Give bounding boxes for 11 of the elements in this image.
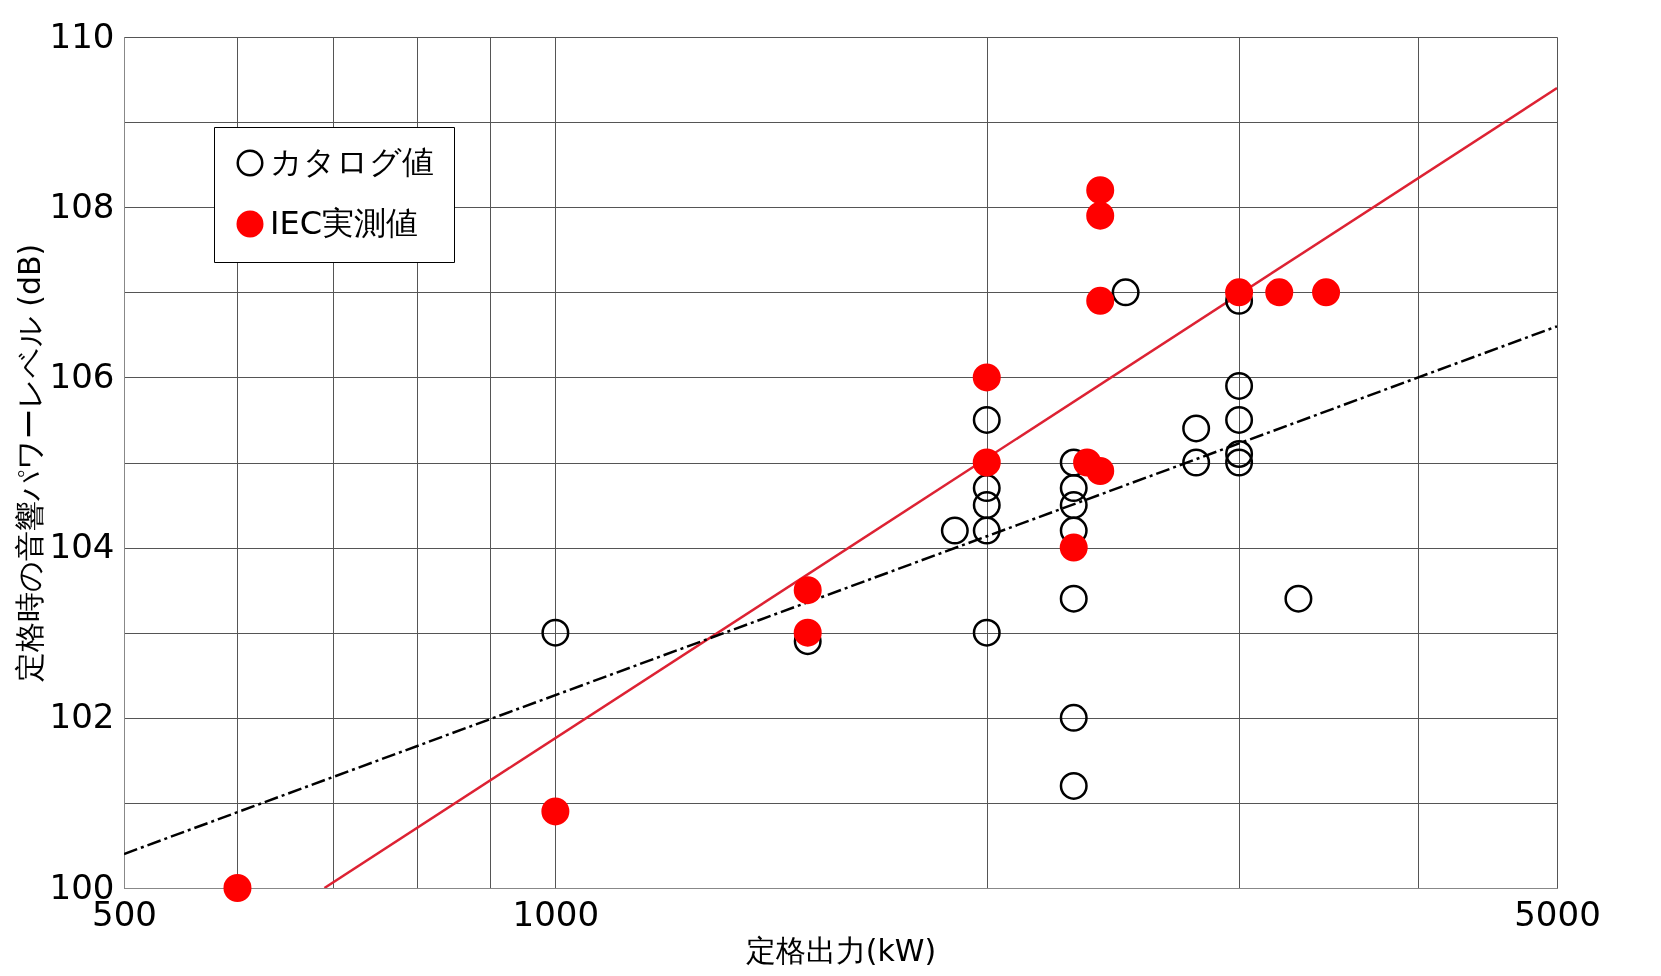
legend-label: IEC実測値: [270, 204, 418, 242]
x-tick-label: 5000: [1514, 893, 1601, 934]
y-tick-label: 108: [49, 185, 115, 226]
y-tick-label: 106: [49, 355, 115, 396]
x-axis-title: 定格出力(kW): [745, 932, 937, 968]
y-axis-title: 定格時の音響パワーレベル (dB): [11, 243, 47, 683]
legend-label: カタログ値: [270, 143, 434, 181]
y-tick-label: 110: [49, 15, 115, 56]
y-tick-label: 102: [49, 696, 115, 737]
x-tick-label: 1000: [512, 893, 600, 934]
y-tick-label: 104: [49, 526, 115, 567]
